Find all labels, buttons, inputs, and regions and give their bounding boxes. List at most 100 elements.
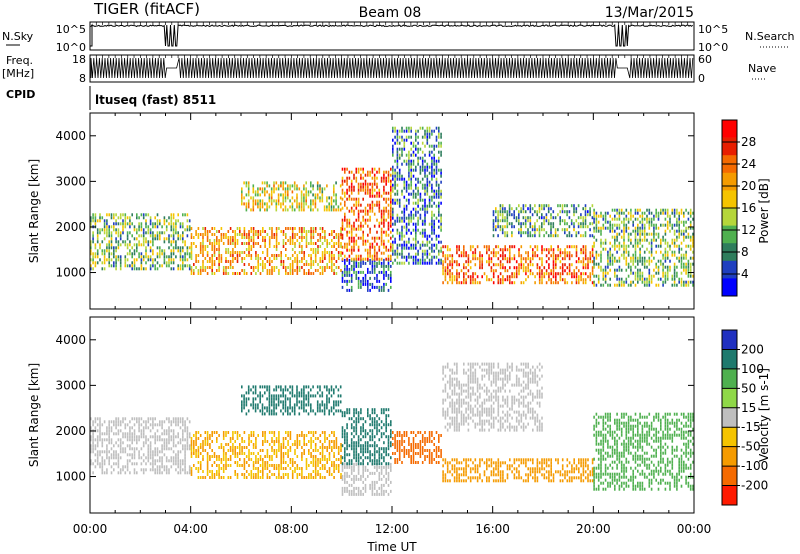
range-gate-cell [408,168,410,172]
range-gate-cell [186,234,189,238]
range-gate-cell [444,257,447,261]
range-gate-cell [504,216,506,220]
range-gate-cell [147,450,150,454]
range-gate-cell [285,254,287,257]
range-gate-cell [543,207,545,211]
range-gate-cell [182,222,184,226]
range-gate-cell [350,276,353,280]
range-gate-cell [225,266,227,269]
range-gate-cell [206,233,209,236]
range-gate-cell [559,254,562,258]
range-gate-cell [165,438,168,442]
range-gate-cell [229,476,232,479]
range-gate-cell [424,168,426,172]
range-gate-cell [312,236,315,239]
range-gate-cell [250,476,253,479]
range-gate-cell [671,241,674,245]
range-gate-cell [341,176,344,180]
range-gate-cell [106,258,108,262]
range-gate-cell [94,252,97,256]
range-gate-cell [687,232,690,236]
range-gate-cell [234,239,236,242]
range-gate-cell [415,228,417,232]
range-gate-cell [616,244,618,248]
range-gate-cell [126,252,129,256]
range-gate-cell [357,282,360,286]
range-gate-cell [488,257,490,261]
range-gate-cell [206,470,209,473]
range-gate-cell [326,245,328,248]
range-gate-cell [394,237,396,241]
range-gate-cell [419,171,422,175]
range-gate-cell [182,432,184,436]
range-gate-cell [344,258,346,262]
range-gate-cell [555,275,557,279]
range-gate-cell [188,246,191,250]
range-gate-cell [444,275,447,279]
range-gate-cell [419,243,422,247]
range-gate-cell [99,216,101,220]
range-gate-cell [501,225,504,229]
range-gate-cell [587,260,589,264]
range-gate-cell [620,208,623,212]
range-gate-cell [673,244,676,248]
range-gate-cell [202,476,204,479]
range-gate-cell [449,272,451,276]
range-gate-cell [305,461,308,464]
range-gate-cell [353,257,355,261]
range-gate-cell [252,446,255,449]
range-gate-cell [683,229,685,233]
range-gate-cell [170,252,173,256]
range-gate-cell [248,236,250,239]
range-gate-cell [357,197,360,201]
range-gate-cell [355,167,358,171]
range-gate-cell [149,456,152,460]
range-gate-cell [131,222,133,226]
range-gate-cell [376,276,378,280]
range-gate-cell [168,216,170,220]
range-gate-cell [182,417,184,421]
range-gate-cell [225,272,227,275]
range-gate-cell [331,239,333,242]
range-gate-cell [408,186,410,190]
range-gate-cell [506,216,509,220]
nsky-trace [89,23,694,47]
range-gate-cell [597,229,600,233]
range-gate-cell [211,233,213,236]
range-gate-cell [564,278,566,282]
range-gate-cell [568,257,571,261]
range-gate-cell [133,468,136,472]
range-gate-cell [403,180,406,184]
range-gate-cell [555,263,557,267]
range-gate-cell [142,453,145,457]
range-gate-cell [94,465,97,469]
range-gate-cell [589,254,592,258]
range-gate-cell [403,129,406,133]
range-gate-cell [115,423,117,427]
range-gate-cell [241,233,243,236]
range-gate-cell [296,443,299,446]
range-gate-cell [115,228,117,232]
range-gate-cell [199,464,202,467]
range-gate-cell [664,247,667,251]
range-gate-cell [408,177,410,181]
range-gate-cell [321,242,324,245]
range-gate-cell [241,199,243,203]
range-gate-cell [428,153,431,157]
range-gate-cell [424,228,426,232]
range-gate-cell [664,211,667,215]
range-gate-cell [293,181,296,185]
range-gate-cell [163,465,166,469]
range-gate-cell [676,223,678,227]
range-gate-cell [611,208,614,212]
range-gate-cell [442,266,444,270]
range-gate-cell [346,248,348,252]
range-gate-cell [317,461,319,464]
range-gate-cell [467,260,470,264]
range-gate-cell [282,446,285,449]
range-gate-cell [357,224,360,228]
range-gate-cell [657,217,660,221]
range-gate-cell [564,257,566,261]
range-gate-cell [136,231,138,235]
range-gate-cell [408,153,410,157]
